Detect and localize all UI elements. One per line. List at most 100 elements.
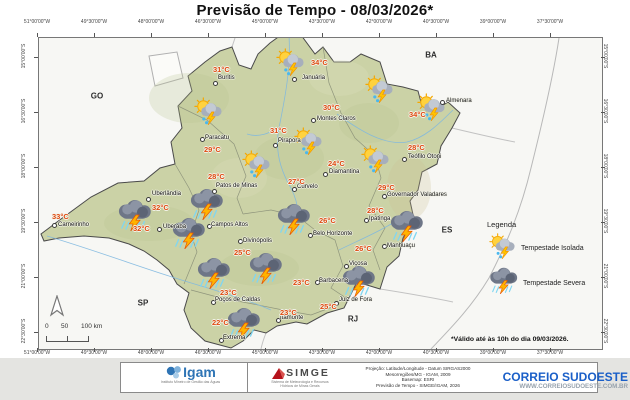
axis-tick-right: [601, 222, 605, 223]
severe-storm-icon: [387, 210, 425, 247]
severe-storm-icon: [246, 252, 284, 289]
legend-title: Legenda: [487, 220, 517, 229]
axis-tick-top: [151, 33, 152, 37]
city-dot-almenara: [439, 99, 445, 105]
city-label-patos-de-minas: Patos de Minas: [216, 183, 258, 189]
axis-label-top: 46°30'00"W: [194, 19, 222, 25]
temp-label-governador-valadares: 29°C: [378, 183, 395, 192]
map-frame: Carneirinho 33°C Uberlândia 32°C Uberaba 32°C…: [38, 37, 603, 350]
axis-label-top: 49°30'00"W: [80, 19, 108, 25]
legend: Legenda Tempestade Isolada: [487, 220, 602, 299]
temp-label-extrema: 22°C: [212, 318, 229, 327]
city-dot-itamonte: [275, 317, 281, 323]
axis-tick-right: [601, 112, 605, 113]
temp-label-buritis: 31°C: [213, 65, 230, 74]
isolated-storm-icon: [274, 48, 306, 81]
axis-tick-top: [208, 33, 209, 37]
axis-label-bottom: 51°00'00"W: [23, 350, 51, 356]
severe-storm-icon: [224, 307, 262, 344]
temp-label-diamantina: 24°C: [328, 159, 345, 168]
severe-storm-icon: [274, 203, 312, 240]
city-label-manhuacu: Manhuaçu: [387, 243, 416, 249]
city-dot-extrema: [218, 337, 224, 343]
isolated-storm-icon: [415, 93, 447, 126]
scale-label-100: 100 km: [81, 323, 103, 330]
axis-label-right: 16°30'00"S: [602, 98, 608, 124]
city-label-pocos-de-caldas: Poços de Caldas: [215, 297, 261, 303]
city-label-vicosa: Viçosa: [349, 261, 367, 267]
city-dot-barbacena: [314, 279, 320, 285]
severe-storm-icon: [115, 199, 153, 236]
scale-label-0: 0: [45, 323, 49, 330]
axis-label-bottom: 37°30'00"W: [536, 350, 564, 356]
city-label-uberlandia: Uberlândia: [152, 191, 182, 197]
axis-label-top: 45°00'00"W: [251, 19, 279, 25]
correio-url: WWW.CORREIOSUDOESTE.COM.BR: [519, 383, 628, 390]
temp-label-pirapora: 31°C: [270, 126, 287, 135]
isolated-storm-icon: [359, 145, 391, 178]
axis-label-top: 48°00'00"W: [137, 19, 165, 25]
temp-label-itamonte: 23°C: [280, 308, 297, 317]
axis-tick-right: [601, 57, 605, 58]
axis-tick-right: [601, 332, 605, 333]
axis-tick-bottom: [379, 348, 380, 352]
axis-label-left: 15°00'00"S: [21, 43, 27, 69]
temp-label-uberaba: 32°C: [133, 224, 150, 233]
temp-label-carneirinho: 33°C: [52, 212, 69, 221]
temp-label-patos-de-minas: 28°C: [208, 172, 225, 181]
city-dot-juiz-de-fora: [333, 300, 339, 306]
igam-logo: Igam Instituto Mineiro de Gestão das Águ…: [138, 365, 243, 384]
simge-logo: SIMGE Sistema de Meteorologia e Recursos…: [255, 366, 345, 388]
axis-label-bottom: 43°30'00"W: [308, 350, 336, 356]
projection-credit-line: Projeção: Latitude/Longitude - Datum SIR…: [365, 366, 471, 371]
city-label-campos-altos: Campos Altos: [211, 222, 249, 228]
axis-tick-bottom: [37, 348, 38, 352]
city-label-divinopolis: Divinópolis: [243, 238, 273, 244]
city-dot-buritis: [212, 80, 218, 86]
city-label-almenara: Almenara: [446, 98, 472, 104]
city-dot-pocos-de-caldas: [210, 299, 216, 305]
city-dot-paracatu: [199, 136, 205, 142]
axis-tick-top: [322, 33, 323, 37]
axis-label-top: 42°00'00"W: [365, 19, 393, 25]
validity-note: *Válido até às 10h do dia 09/03/2026.: [451, 336, 569, 343]
border-go-ba: [231, 38, 236, 48]
axis-tick-top: [493, 33, 494, 37]
state-label-go: GO: [90, 91, 104, 101]
axis-label-top: 40°30'00"W: [422, 19, 450, 25]
df-outline: [148, 51, 184, 87]
projection-credit-line: Previsão de Tempo - SIMGE/IGAM, 2026: [376, 382, 460, 388]
rivers: [46, 38, 454, 311]
coastline: [430, 38, 560, 349]
axis-tick-right: [601, 167, 605, 168]
axis-tick-bottom: [436, 348, 437, 352]
temp-label-januaria: 34°C: [311, 58, 328, 67]
axis-label-right: 15°00'00"S: [602, 43, 608, 69]
axis-tick-right: [601, 277, 605, 278]
isolated-storm-icon: [487, 233, 517, 264]
projection-credit-line: Basemap: ESRI: [401, 377, 435, 383]
city-dot-campos-altos: [206, 223, 212, 229]
axis-label-right: 22°30'00"S: [602, 318, 608, 344]
city-label-paracatu: Paracatu: [205, 135, 230, 141]
axis-label-top: 39°00'00"W: [479, 19, 507, 25]
city-label-curvelo: Curvelo: [297, 184, 318, 190]
axis-label-right: 18°00'00"S: [602, 153, 608, 179]
footer-credits-box: [120, 362, 598, 393]
temp-label-curvelo: 27°C: [288, 177, 305, 186]
temp-label-juiz-de-fora: 25°C: [320, 302, 337, 311]
city-dot-governador-valadares: [381, 193, 387, 199]
correio-sudoeste-logo: CORREIO SUDOESTE WWW.CORREIOSUDOESTE.COM…: [500, 371, 628, 390]
city-dot-januaria: [291, 76, 297, 82]
temp-label-uberlandia: 32°C: [152, 203, 169, 212]
border-es-ba: [451, 127, 516, 143]
axis-tick-top: [379, 33, 380, 37]
igam-tagline: Instituto Mineiro de Gestão das Águas: [160, 380, 221, 384]
igam-wordmark: Igam: [183, 364, 216, 380]
city-label-diamantina: Diamantina: [329, 169, 360, 175]
severe-storm-icon: [339, 265, 377, 302]
simge-wordmark: SIMGE: [286, 366, 330, 379]
city-label-pirapora: Pirapora: [278, 138, 301, 144]
temp-label-montes-claros: 30°C: [323, 103, 340, 112]
